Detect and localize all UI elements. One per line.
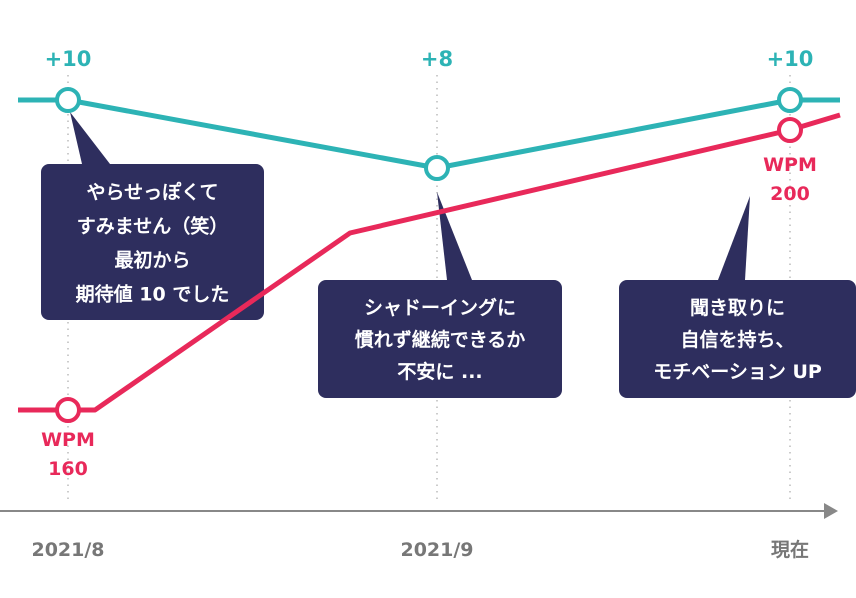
x-tick-label: 2021/8 [31, 539, 104, 561]
annotation-bubble [41, 164, 264, 320]
data-label-red: WPM [763, 154, 817, 176]
x-axis-arrow [824, 503, 838, 519]
annotation-bubble-tail [70, 112, 110, 164]
series-point-teal [777, 87, 803, 113]
series-point-red [55, 397, 81, 423]
data-label-red: WPM [41, 429, 95, 451]
annotation-bubble-tail [437, 192, 472, 280]
series-point-red [777, 117, 803, 143]
annotation-text: 自信を持ち、 [680, 328, 794, 351]
annotation-text: 期待値 10 でした [76, 282, 230, 305]
annotation-bubble [318, 280, 562, 398]
annotation-text: やらせっぽくて [86, 180, 218, 203]
x-tick-label: 2021/9 [400, 539, 473, 561]
annotation-text: シャドーイングに [364, 296, 516, 319]
data-label-red: 200 [770, 183, 810, 205]
annotation-text: 不安に ... [397, 360, 482, 383]
annotation-bubble [619, 280, 856, 398]
annotation-text: モチベーション UP [653, 361, 822, 383]
series-point-teal [55, 87, 81, 113]
annotation-text: 聞き取りに [690, 297, 785, 319]
annotation-text: 最初から [114, 248, 190, 271]
annotation-bubble-tail [718, 196, 750, 280]
data-label-teal: +10 [767, 47, 814, 71]
annotation-text: 慣れず継続できるか [355, 328, 526, 351]
data-label-teal: +10 [45, 47, 92, 71]
annotation-text: すみません（笑） [77, 214, 228, 237]
data-label-red: 160 [48, 458, 88, 480]
x-tick-label: 現在 [771, 538, 809, 561]
series-point-teal [424, 155, 450, 181]
data-label-teal: +8 [421, 47, 453, 71]
